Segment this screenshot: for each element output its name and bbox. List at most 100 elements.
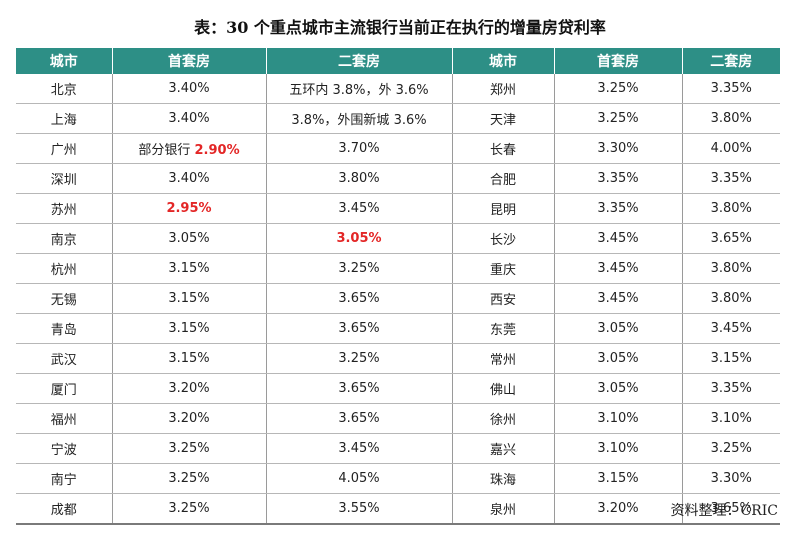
cell-first-home-2: 3.05% bbox=[553, 343, 682, 374]
cell-value: 3.25% bbox=[710, 441, 752, 456]
cell-city: 武汉 bbox=[16, 343, 112, 374]
cell-value: 宁波 bbox=[50, 443, 77, 458]
cell-value: 杭州 bbox=[50, 263, 77, 278]
cell-first-home: 3.15% bbox=[111, 313, 266, 344]
cell-value: 2.95% bbox=[166, 201, 212, 216]
cell-value: 南京 bbox=[50, 233, 77, 248]
cell-second-home-2: 3.80% bbox=[681, 253, 780, 284]
cell-value: 3.45% bbox=[338, 441, 380, 456]
cell-value: 3.45% bbox=[338, 201, 380, 216]
cell-first-home: 3.15% bbox=[111, 343, 266, 374]
cell-second-home-2: 3.65% bbox=[681, 493, 780, 525]
header-first-home-2: 首套房 bbox=[553, 48, 682, 74]
cell-value: 3.40% bbox=[168, 111, 210, 126]
table-title: 表：30 个重点城市主流银行当前正在执行的增量房贷利率 bbox=[194, 18, 606, 37]
cell-second-home: 3.70% bbox=[265, 133, 452, 164]
cell-first-home: 3.25% bbox=[111, 493, 266, 525]
table-row: 杭州 3.15% 3.25% 重庆 3.45% 3.80% bbox=[16, 253, 780, 284]
cell-value: 3.25% bbox=[168, 441, 210, 456]
cell-second-home-2: 3.10% bbox=[681, 403, 780, 434]
cell-second-home: 3.65% bbox=[265, 373, 452, 404]
cell-value: 徐州 bbox=[489, 413, 516, 428]
cell-first-home-2: 3.45% bbox=[553, 283, 682, 314]
cell-first-home: 3.40% bbox=[111, 163, 266, 194]
cell-value: 泉州 bbox=[489, 503, 516, 518]
cell-value: 重庆 bbox=[489, 263, 516, 278]
cell-value: 广州 bbox=[50, 143, 77, 158]
cell-value: 东莞 bbox=[489, 323, 516, 338]
cell-value: 郑州 bbox=[489, 83, 516, 98]
cell-note: 部分银行 bbox=[138, 143, 191, 158]
cell-first-home-2: 3.45% bbox=[553, 223, 682, 254]
cell-first-home-2: 3.15% bbox=[553, 463, 682, 494]
cell-second-home: 3.05% bbox=[265, 223, 452, 254]
cell-city-2: 常州 bbox=[451, 343, 554, 374]
cell-value: 2.90% bbox=[194, 143, 240, 158]
cell-value: 3.35% bbox=[710, 381, 752, 396]
cell-city-2: 泉州 bbox=[451, 493, 554, 525]
cell-value: 无锡 bbox=[50, 293, 77, 308]
table-row: 深圳 3.40% 3.80% 合肥 3.35% 3.35% bbox=[16, 163, 780, 194]
cell-second-home: 3.80% bbox=[265, 163, 452, 194]
cell-value: 3.20% bbox=[597, 501, 639, 516]
cell-city-2: 珠海 bbox=[451, 463, 554, 494]
cell-city: 杭州 bbox=[16, 253, 112, 284]
cell-city-2: 西安 bbox=[451, 283, 554, 314]
cell-second-home: 3.65% bbox=[265, 313, 452, 344]
cell-second-home-2: 3.35% bbox=[681, 163, 780, 194]
cell-city-2: 昆明 bbox=[451, 193, 554, 224]
cell-second-home: 3.55% bbox=[265, 493, 452, 525]
table-row: 南京 3.05% 3.05% 长沙 3.45% 3.65% bbox=[16, 223, 780, 254]
cell-city: 宁波 bbox=[16, 433, 112, 464]
cell-city: 南宁 bbox=[16, 463, 112, 494]
cell-second-home: 3.45% bbox=[265, 193, 452, 224]
source-note: 资料整理：CRIC bbox=[670, 503, 779, 519]
table-row: 苏州 2.95% 3.45% 昆明 3.35% 3.80% bbox=[16, 193, 780, 224]
cell-value: 南宁 bbox=[50, 473, 77, 488]
cell-city: 青岛 bbox=[16, 313, 112, 344]
cell-value: 3.20% bbox=[168, 411, 210, 426]
cell-value: 厦门 bbox=[50, 383, 77, 398]
cell-first-home: 部分银行 2.90% bbox=[111, 133, 266, 164]
cell-second-home: 3.25% bbox=[265, 253, 452, 284]
cell-value: 上海 bbox=[50, 113, 77, 128]
cell-value: 3.05% bbox=[597, 381, 639, 396]
cell-first-home-2: 3.35% bbox=[553, 163, 682, 194]
cell-first-home: 3.05% bbox=[111, 223, 266, 254]
cell-value: 3.25% bbox=[338, 261, 380, 276]
cell-value: 3.15% bbox=[597, 471, 639, 486]
table-row: 广州 部分银行 2.90% 3.70% 长春 3.30% 4.00% bbox=[16, 133, 780, 164]
cell-city: 南京 bbox=[16, 223, 112, 254]
cell-second-home-2: 3.80% bbox=[681, 103, 780, 134]
cell-value: 3.35% bbox=[710, 81, 752, 96]
table-row: 无锡 3.15% 3.65% 西安 3.45% 3.80% bbox=[16, 283, 780, 314]
cell-value: 3.45% bbox=[597, 261, 639, 276]
cell-first-home-2: 3.10% bbox=[553, 433, 682, 464]
cell-value: 合肥 bbox=[489, 173, 516, 188]
cell-second-home: 3.65% bbox=[265, 403, 452, 434]
cell-first-home-2: 3.05% bbox=[553, 313, 682, 344]
cell-first-home-2: 3.30% bbox=[553, 133, 682, 164]
cell-value: 3.80% bbox=[710, 291, 752, 306]
cell-value: 3.25% bbox=[168, 471, 210, 486]
cell-value: 3.05% bbox=[336, 231, 382, 246]
cell-city: 成都 bbox=[16, 493, 112, 525]
cell-value: 4.00% bbox=[710, 141, 752, 156]
cell-value: 3.55% bbox=[338, 501, 380, 516]
cell-city-2: 天津 bbox=[451, 103, 554, 134]
cell-first-home-2: 3.25% bbox=[553, 103, 682, 134]
cell-value: 3.15% bbox=[168, 291, 210, 306]
cell-second-home-2: 3.25% bbox=[681, 433, 780, 464]
cell-value: 3.15% bbox=[710, 351, 752, 366]
cell-value: 3.10% bbox=[710, 411, 752, 426]
cell-value: 3.80% bbox=[710, 261, 752, 276]
cell-city: 福州 bbox=[16, 403, 112, 434]
table-row: 福州 3.20% 3.65% 徐州 3.10% 3.10% bbox=[16, 403, 780, 434]
cell-value: 3.35% bbox=[597, 201, 639, 216]
cell-value: 北京 bbox=[50, 83, 77, 98]
table-row: 南宁 3.25% 4.05% 珠海 3.15% 3.30% bbox=[16, 463, 780, 494]
cell-first-home: 2.95% bbox=[111, 193, 266, 224]
cell-second-home-2: 3.35% bbox=[681, 373, 780, 404]
cell-value: 3.80% bbox=[710, 201, 752, 216]
header-first-home: 首套房 bbox=[111, 48, 266, 74]
